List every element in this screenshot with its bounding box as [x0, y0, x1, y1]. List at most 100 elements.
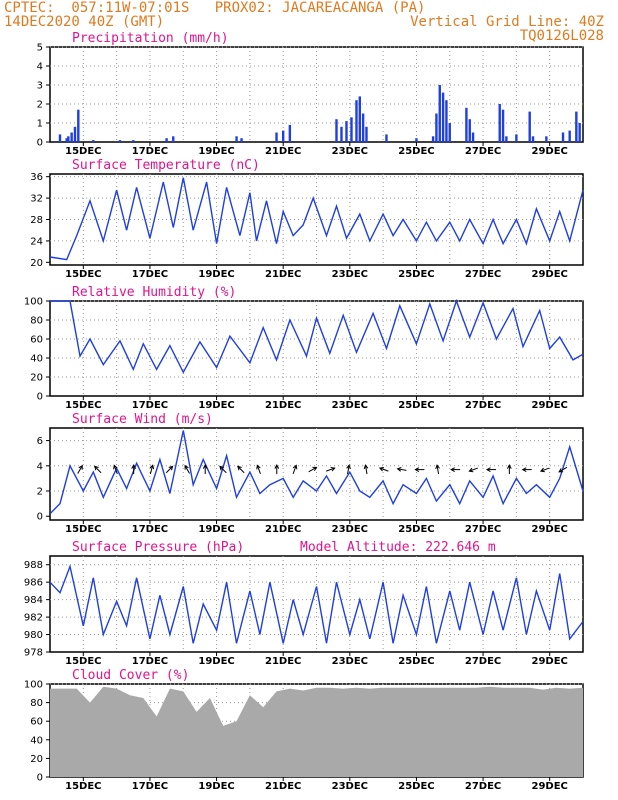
- wind-arrow: [521, 467, 532, 472]
- wind-arrow: [202, 464, 208, 475]
- x-tick-label: 15DEC: [65, 781, 101, 792]
- precip-bar: [561, 132, 565, 142]
- x-tick-label: 17DEC: [132, 656, 168, 667]
- x-tick-label: 21DEC: [265, 781, 301, 792]
- x-tick-label: 27DEC: [465, 524, 501, 535]
- precip-bar: [415, 138, 418, 142]
- precip-bar: [431, 136, 435, 142]
- y-tick-label: 988: [24, 560, 43, 571]
- wind-arrow: [149, 464, 155, 475]
- wind-arrow: [558, 466, 568, 473]
- x-tick-label: 19DEC: [198, 524, 234, 535]
- y-tick-label: 3: [37, 81, 43, 92]
- panel-title-temperature: Surface Temperature (nC): [72, 158, 260, 173]
- precip-bar: [385, 134, 388, 142]
- y-tick-label: 2: [37, 487, 43, 498]
- x-tick-label: 27DEC: [465, 400, 501, 411]
- panel-title-pressure: Surface Pressure (hPa): [72, 540, 244, 555]
- precip-bar: [73, 126, 77, 142]
- x-tick-label: 23DEC: [332, 269, 368, 280]
- panel-title-humidity: Relative Humidity (%): [72, 285, 236, 300]
- precip-bar: [235, 136, 238, 142]
- x-tick-label: 19DEC: [198, 146, 234, 157]
- y-tick-label: 36: [30, 172, 43, 183]
- precip-bar: [441, 92, 445, 142]
- y-tick-label: 60: [30, 717, 43, 728]
- y-tick-label: 980: [24, 630, 43, 641]
- x-tick-label: 17DEC: [132, 781, 168, 792]
- x-tick-label: 27DEC: [465, 781, 501, 792]
- wind-arrow: [435, 464, 440, 475]
- precip-bar: [365, 126, 368, 142]
- wind-arrow: [113, 464, 118, 474]
- precip-bar: [275, 132, 278, 142]
- x-tick-label: 17DEC: [132, 269, 168, 280]
- precip-bar: [505, 136, 508, 142]
- precip-bar: [435, 113, 438, 142]
- x-tick-label: 15DEC: [65, 146, 101, 157]
- series-line-humidity: [50, 298, 584, 374]
- precip-bar: [438, 85, 441, 142]
- x-tick-label: 29DEC: [531, 524, 567, 535]
- y-tick-label: 100: [24, 297, 43, 308]
- x-tick-label: 21DEC: [265, 656, 301, 667]
- header-date: 14DEC2020 40Z (GMT): [4, 14, 165, 30]
- precip-bar: [335, 119, 338, 142]
- panel-frame-wind: [49, 427, 584, 521]
- precip-bar: [118, 140, 122, 142]
- y-tick-label: 2: [37, 100, 43, 111]
- x-tick-label: 23DEC: [332, 400, 368, 411]
- x-tick-label: 27DEC: [465, 656, 501, 667]
- wind-arrow: [292, 464, 298, 474]
- x-tick-label: 23DEC: [332, 146, 368, 157]
- wind-arrow: [165, 465, 174, 474]
- precip-bar: [531, 136, 535, 142]
- wind-arrow: [396, 467, 407, 472]
- wind-arrow: [77, 464, 83, 474]
- series-line-pressure: [49, 564, 584, 644]
- precip-bar: [67, 136, 70, 142]
- precip-bar: [498, 104, 501, 142]
- precip-bar: [575, 111, 578, 142]
- x-tick-label: 29DEC: [531, 656, 567, 667]
- y-tick-label: 0: [37, 512, 43, 523]
- x-tick-label: 19DEC: [198, 656, 234, 667]
- wind-arrow: [414, 467, 425, 472]
- precip-bar: [288, 124, 292, 142]
- y-tick-label: 100: [24, 680, 43, 691]
- y-tick-label: 0: [37, 138, 43, 149]
- x-tick-label: 25DEC: [398, 146, 434, 157]
- wind-arrow: [93, 465, 102, 474]
- precip-bar: [172, 136, 175, 142]
- x-tick-label: 15DEC: [65, 524, 101, 535]
- wind-arrow: [346, 464, 351, 475]
- wind-arrow: [485, 467, 496, 472]
- precip-bar: [465, 107, 468, 142]
- y-tick-label: 1: [37, 119, 43, 130]
- wind-arrow: [308, 466, 318, 473]
- precip-bar: [545, 136, 548, 142]
- y-tick-label: 24: [30, 236, 43, 247]
- precip-bar: [281, 130, 285, 142]
- x-tick-label: 23DEC: [332, 656, 368, 667]
- precip-bar: [355, 100, 358, 142]
- cloud-cover-area: [50, 686, 583, 777]
- x-tick-label: 29DEC: [531, 146, 567, 157]
- precip-bar: [361, 113, 365, 142]
- y-tick-label: 32: [30, 194, 43, 205]
- precip-bar: [58, 134, 62, 142]
- wind-arrow: [539, 467, 550, 473]
- x-tick-label: 21DEC: [265, 269, 301, 280]
- precip-bar: [340, 126, 343, 142]
- x-tick-label: 21DEC: [265, 524, 301, 535]
- wind-arrow: [378, 466, 389, 472]
- wind-arrow: [256, 464, 261, 474]
- y-tick-label: 4: [37, 461, 43, 472]
- panel-title-cloud: Cloud Cover (%): [72, 668, 189, 683]
- wind-arrow: [326, 466, 336, 472]
- x-tick-label: 25DEC: [398, 656, 434, 667]
- precip-bar: [350, 117, 353, 142]
- wind-arrow: [131, 464, 137, 475]
- wind-arrow: [237, 465, 245, 474]
